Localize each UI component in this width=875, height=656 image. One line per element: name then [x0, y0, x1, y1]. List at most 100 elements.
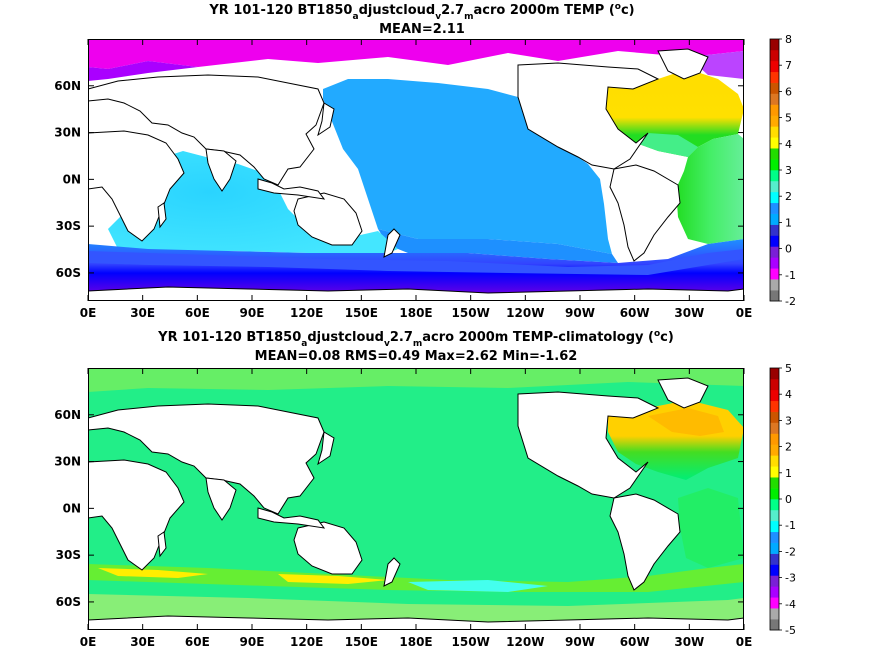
- bottom-land-indonesia: [257, 507, 326, 529]
- colorbar-swatch: [770, 444, 779, 456]
- colorbar-swatch: [770, 159, 779, 171]
- top-land-eurasia: [88, 74, 325, 186]
- bottom-southern-band-yellow: [98, 568, 388, 584]
- y-tick-label: 30N: [54, 455, 81, 469]
- colorbar-swatch: [770, 575, 779, 587]
- bottom-land-eurasia: [88, 403, 325, 515]
- bottom-land-greenland: [657, 377, 709, 409]
- colorbar-swatch: [770, 466, 779, 478]
- x-tick-label: 120W: [506, 306, 544, 320]
- colorbar-swatch: [770, 257, 779, 269]
- y-tick-label: 60S: [56, 595, 81, 609]
- top-subtitle: MEAN=2.11: [379, 22, 465, 37]
- colorbar-swatch: [770, 619, 779, 631]
- colorbar-label: -1: [785, 269, 796, 282]
- colorbar-label: 2: [785, 190, 792, 203]
- y-tick-label: 0N: [63, 172, 81, 186]
- x-tick-label: 90W: [565, 306, 595, 320]
- top-land-north-america: [517, 62, 660, 170]
- colorbar-swatch: [770, 191, 779, 204]
- bottom-axes: 0E 30E 60E 90E 120E 150E 180E 150W 120W 90W 60W 30W…: [54, 368, 752, 649]
- colorbar-swatch: [770, 224, 779, 236]
- top-title: YR 101-120 BT1850adjustcloudv2.7macro 20…: [208, 2, 634, 22]
- colorbar-swatch: [770, 104, 779, 116]
- colorbar-label: 0: [785, 493, 792, 506]
- colorbar-swatch: [770, 71, 779, 83]
- colorbar-label: 1: [785, 467, 792, 480]
- colorbar-swatch: [770, 93, 779, 105]
- bottom-southern-band-green: [88, 564, 744, 592]
- bottom-map: [88, 368, 744, 630]
- top-land-south-america: [609, 164, 681, 262]
- colorbar-swatch: [770, 542, 779, 554]
- top-land: [88, 48, 744, 301]
- bottom-land-south-america: [609, 493, 681, 591]
- colorbar-swatch: [770, 564, 779, 576]
- top-arctic-ocean: [88, 39, 744, 69]
- colorbar-label: 6: [785, 85, 792, 98]
- x-tick-label: 30E: [130, 306, 155, 320]
- top-colorbar: -2 -1 0 1 2 3 4 5 6 7 8: [769, 33, 796, 308]
- top-south-atlantic: [676, 134, 744, 244]
- bottom-land: [88, 377, 744, 630]
- colorbar-swatch: [770, 455, 779, 467]
- colorbar-label: 7: [785, 59, 792, 72]
- colorbar-swatch: [770, 82, 779, 94]
- colorbar-swatch: [770, 202, 779, 214]
- colorbar-swatch: [770, 180, 779, 193]
- colorbar-label: 2: [785, 441, 792, 454]
- x-tick-label: 120E: [290, 635, 323, 649]
- colorbar-swatch: [770, 290, 779, 302]
- colorbar-swatch: [770, 553, 779, 565]
- top-north-atlantic: [606, 69, 744, 157]
- y-tick-label: 30S: [56, 219, 81, 233]
- top-gulf-stream: [636, 133, 698, 157]
- bottom-land-australia: [293, 521, 363, 575]
- x-tick-label: 0E: [736, 306, 753, 320]
- colorbar-swatch: [770, 137, 779, 149]
- colorbar-swatch: [770, 422, 779, 434]
- colorbar-swatch: [770, 115, 779, 127]
- x-tick-label: 0E: [80, 306, 97, 320]
- colorbar-swatch: [770, 126, 779, 138]
- colorbar-label: 3: [785, 414, 792, 427]
- colorbar-swatch: [770, 400, 779, 412]
- colorbar-swatch: [770, 148, 779, 160]
- top-arctic-ring: [88, 61, 198, 81]
- colorbar-label: 3: [785, 164, 792, 177]
- y-tick-label: 60N: [54, 79, 81, 93]
- top-land-greenland: [657, 48, 709, 80]
- bottom-south-atlantic: [678, 488, 744, 568]
- bottom-land-india: [205, 477, 237, 521]
- x-tick-label: 90W: [565, 635, 595, 649]
- colorbar-swatch: [770, 213, 779, 225]
- colorbar-label: -4: [785, 598, 796, 611]
- y-tick-label: 60N: [54, 408, 81, 422]
- colorbar-label: 4: [785, 138, 792, 151]
- colorbar-label: 5: [785, 112, 792, 125]
- x-tick-label: 0E: [80, 635, 97, 649]
- colorbar-swatch: [770, 389, 779, 402]
- x-tick-label: 30E: [130, 635, 155, 649]
- bottom-land-japan: [317, 431, 335, 466]
- top-southern-band-blue: [88, 249, 744, 275]
- colorbar-label: -2: [785, 295, 796, 308]
- x-tick-label: 150E: [345, 635, 378, 649]
- colorbar-swatch: [770, 378, 779, 391]
- x-tick-label: 60W: [620, 635, 650, 649]
- y-tick-label: 0N: [63, 501, 81, 515]
- bottom-colorbar: -5 -4 -3 -2 -1 0 1 2 3 4 5: [769, 362, 796, 637]
- colorbar-swatch: [770, 49, 779, 62]
- colorbar-swatch: [770, 368, 779, 380]
- y-tick-label: 30S: [56, 548, 81, 562]
- y-tick-label: 30N: [54, 126, 81, 140]
- top-land-australia: [293, 192, 363, 246]
- bottom-southern-band-cyan: [408, 580, 548, 592]
- colorbar-label: -2: [785, 545, 796, 558]
- x-tick-label: 90E: [240, 306, 265, 320]
- colorbar-swatch: [770, 235, 779, 247]
- bottom-land-madagascar: [157, 531, 167, 558]
- x-tick-label: 60W: [620, 306, 650, 320]
- x-tick-label: 180E: [399, 635, 432, 649]
- colorbar-swatch: [770, 60, 779, 73]
